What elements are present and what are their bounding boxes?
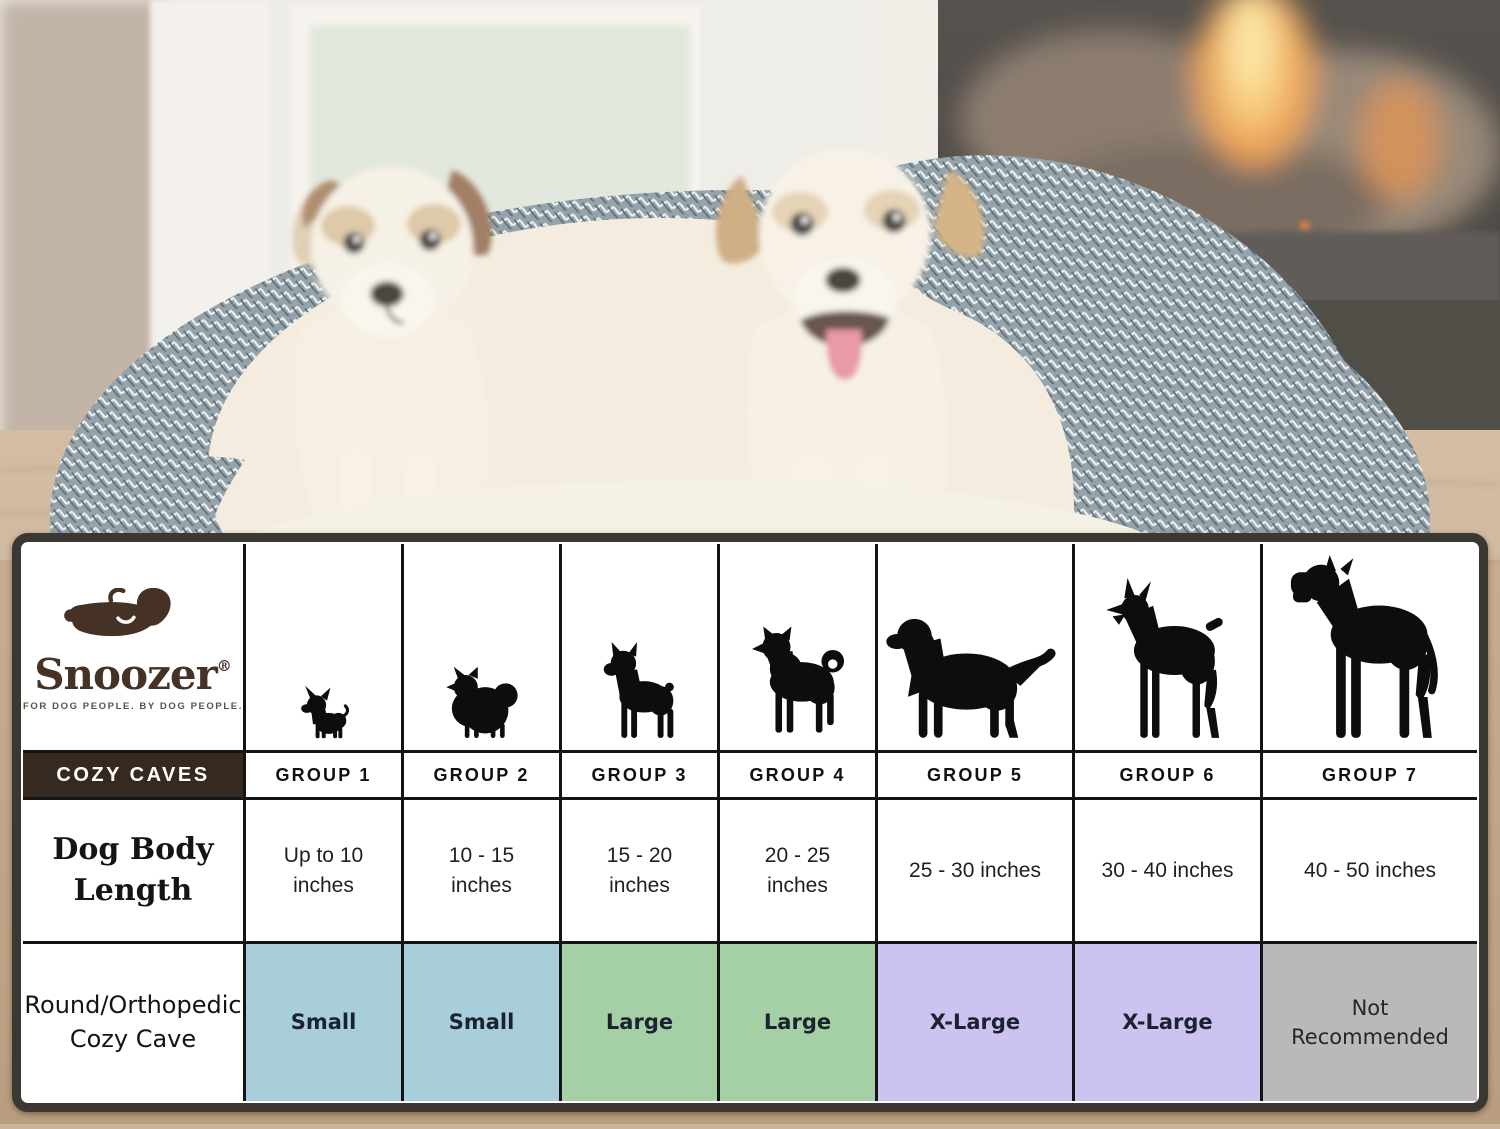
body-length-group-2: 10 - 15 inches [404, 800, 559, 941]
size-group-7: Not Recommended [1263, 944, 1477, 1101]
body-length-group-5: 25 - 30 inches [878, 800, 1072, 941]
doberman-silhouette-icon [1105, 578, 1223, 738]
brand-logo: Snoozer® FOR DOG PEOPLE. BY DOG PEOPLE. [23, 544, 243, 750]
registered-mark: ® [216, 657, 232, 675]
size-group-6: X-Large [1075, 944, 1260, 1101]
size-group-4: Large [720, 944, 875, 1101]
group-3-header: GROUP 3 [562, 753, 717, 797]
size-group-2: Small [404, 944, 559, 1101]
shiba-inu-silhouette-icon [751, 626, 844, 733]
body-length-group-3: 15 - 20 inches [562, 800, 717, 941]
golden-retriever-silhouette-icon [886, 618, 1056, 738]
dog-cell-group-7 [1263, 544, 1477, 750]
group-1-header: GROUP 1 [246, 753, 401, 797]
dog-cell-group-1 [246, 544, 401, 750]
size-group-3: Large [562, 944, 717, 1101]
dog-cell-group-4 [720, 544, 875, 750]
product-line-header: COZY CAVES [23, 753, 243, 797]
dog-cell-group-6 [1075, 544, 1260, 750]
dog-cell-group-3 [562, 544, 717, 750]
body-length-group-1: Up to 10 inches [246, 800, 401, 941]
pomeranian-silhouette-icon [446, 666, 518, 739]
product-row-label: Round/Orthopedic Cozy Cave [23, 944, 243, 1101]
body-length-group-4: 20 - 25 inches [720, 800, 875, 941]
body-length-group-6: 30 - 40 inches [1075, 800, 1260, 941]
brand-tagline: FOR DOG PEOPLE. BY DOG PEOPLE. [23, 701, 243, 712]
dog-right [715, 148, 985, 542]
body-length-row-label: Dog Body Length [23, 800, 243, 941]
size-chart-table: Snoozer® FOR DOG PEOPLE. BY DOG PEOPLE. [12, 533, 1488, 1112]
dog-cell-group-2 [404, 544, 559, 750]
chihuahua-silhouette-icon [301, 685, 350, 739]
size-chart-grid: Snoozer® FOR DOG PEOPLE. BY DOG PEOPLE. [23, 544, 1477, 1101]
boston-terrier-silhouette-icon [603, 641, 674, 739]
brand-wordmark: Snoozer® [34, 654, 232, 696]
brand-name: Snoozer [34, 650, 218, 699]
size-group-1: Small [246, 944, 401, 1101]
great-dane-silhouette-icon [1290, 555, 1438, 738]
dog-cell-group-5 [878, 544, 1072, 750]
group-2-header: GROUP 2 [404, 753, 559, 797]
group-4-header: GROUP 4 [720, 753, 875, 797]
group-6-header: GROUP 6 [1075, 753, 1260, 797]
size-group-5: X-Large [878, 944, 1072, 1101]
group-5-header: GROUP 5 [878, 753, 1072, 797]
body-length-group-7: 40 - 50 inches [1263, 800, 1477, 941]
snoozer-dog-logo-icon [64, 588, 171, 637]
dog-left [292, 167, 492, 540]
group-7-header: GROUP 7 [1263, 753, 1477, 797]
